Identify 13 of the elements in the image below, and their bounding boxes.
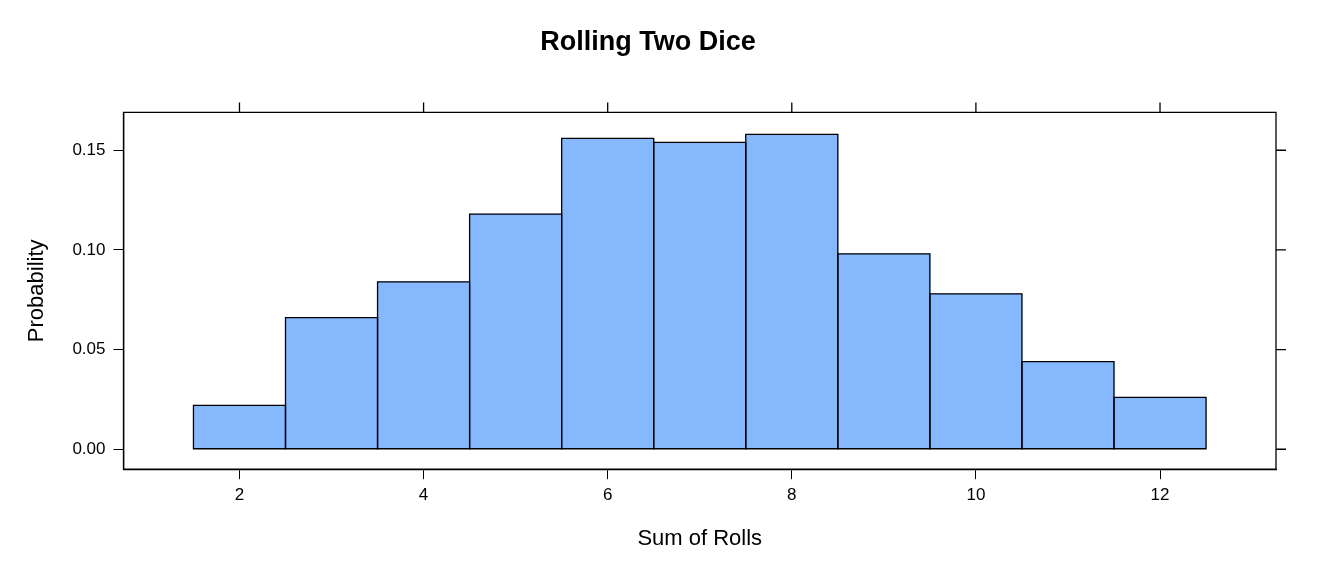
x-tick-label: 12 [1150,485,1170,505]
y-tick-label: 0.05 [72,339,106,359]
x-tick-label: 10 [966,485,986,505]
y-tick-label: 0.10 [72,239,106,259]
x-tick-label: 6 [602,485,613,505]
y-tick-label: 0.15 [72,139,106,159]
x-tick-label: 8 [787,485,797,505]
x-tick-label: 2 [234,485,245,505]
chart-title: Rolling Two Dice [540,25,756,56]
y-axis-title: Probability [23,239,49,343]
x-tick-label: 4 [418,485,429,505]
y-tick-label: 0.00 [72,438,106,458]
x-axis-title: Sum of Rolls [637,524,763,550]
